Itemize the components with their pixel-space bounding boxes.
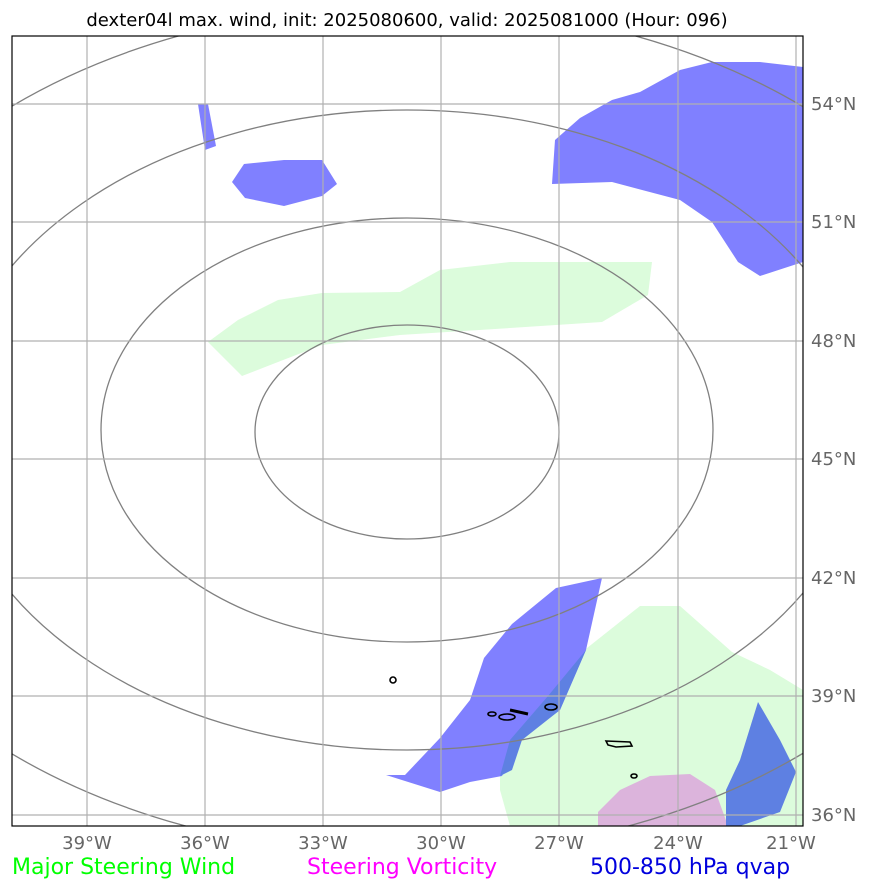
y-tick-label: 54°N xyxy=(811,94,856,115)
y-tick-label: 45°N xyxy=(811,449,856,470)
y-tick-label: 39°N xyxy=(811,686,856,707)
island xyxy=(509,708,529,716)
island xyxy=(389,676,397,684)
y-tick-label: 36°N xyxy=(811,805,856,826)
x-tick-label: 36°W xyxy=(180,833,230,854)
legend-steering-vorticity: Steering Vorticity xyxy=(307,855,497,880)
island xyxy=(604,740,634,748)
coastlines xyxy=(389,676,638,779)
x-tick-label: 33°W xyxy=(298,833,348,854)
qvap-area-south xyxy=(386,578,602,792)
x-axis: 39°W 36°W 33°W 30°W 27°W 24°W 21°W xyxy=(62,833,816,854)
legend-qvap: 500-850 hPa qvap xyxy=(590,855,790,880)
x-tick-label: 21°W xyxy=(766,833,816,854)
chart-title: dexter04l max. wind, init: 2025080600, v… xyxy=(86,10,727,31)
y-tick-label: 42°N xyxy=(811,568,856,589)
qvap-area-northwest xyxy=(232,160,337,206)
island xyxy=(498,713,516,721)
steering-vorticity-area xyxy=(598,774,728,826)
y-tick-label: 51°N xyxy=(811,212,856,233)
legend: Major Steering Wind Steering Vorticity 5… xyxy=(12,855,790,880)
qvap-area-southeast xyxy=(726,702,796,826)
wind-contour-2 xyxy=(100,217,714,643)
x-tick-label: 39°W xyxy=(62,833,112,854)
steering-wind-area-north xyxy=(208,262,652,376)
y-axis: 54°N 51°N 48°N 45°N 42°N 39°N 36°N xyxy=(811,94,856,826)
wind-contour-3 xyxy=(12,109,803,751)
wind-contours xyxy=(12,36,803,826)
qvap-area-northwest-small xyxy=(198,104,216,150)
island xyxy=(487,711,497,717)
gridlines xyxy=(12,36,803,826)
y-tick-label: 48°N xyxy=(811,331,856,352)
x-tick-label: 27°W xyxy=(534,833,584,854)
x-tick-label: 24°W xyxy=(653,833,703,854)
plot-frame xyxy=(11,35,804,827)
legend-steering-wind: Major Steering Wind xyxy=(12,855,235,880)
island xyxy=(544,703,558,711)
qvap-overlap-band xyxy=(500,650,586,776)
x-tick-label: 30°W xyxy=(416,833,466,854)
island xyxy=(630,773,638,779)
